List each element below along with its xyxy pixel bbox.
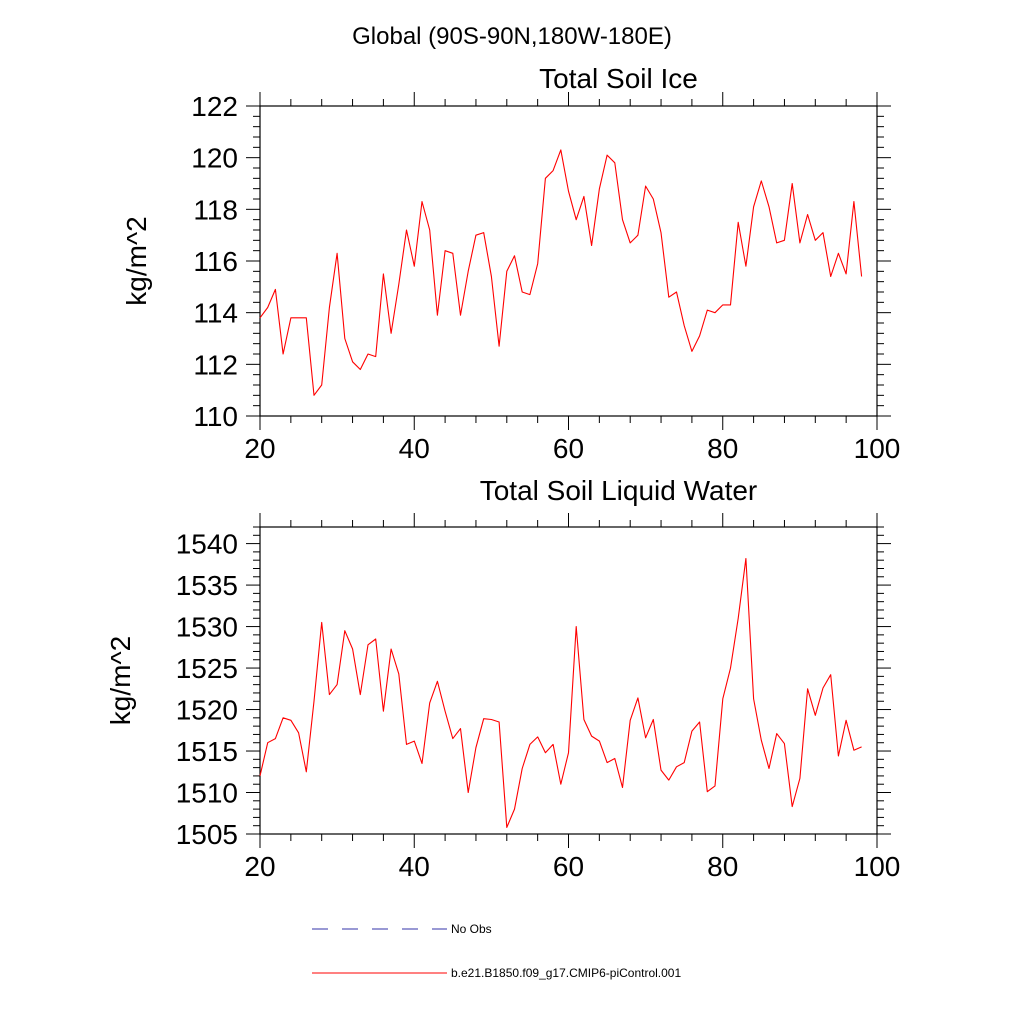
x-tick-label: 60: [553, 851, 584, 882]
plot-frame: [259, 526, 878, 835]
x-tick-label: 60: [553, 433, 584, 464]
y-tick-label: 110: [193, 401, 238, 432]
chart-title: Total Soil Ice: [539, 63, 698, 94]
y-tick-label: 1510: [176, 778, 238, 809]
y-tick-label: 116: [193, 246, 238, 277]
x-tick-label: 40: [399, 433, 430, 464]
legend: No Obs b.e21.B1850.f09_g17.CMIP6-piContro…: [312, 922, 681, 980]
y-tick-label: 1515: [176, 736, 238, 767]
legend-label-1: No Obs: [451, 922, 492, 936]
plot-frame: [259, 105, 878, 417]
x-tick-label: 100: [854, 851, 901, 882]
y-tick-label: 1520: [176, 695, 238, 726]
plots-group: Total Soil Ice kg/m^2 20 40 60 80 100 110 112 114…: [105, 63, 900, 882]
chart-title: Total Soil Liquid Water: [480, 475, 758, 506]
y-tick-label: 1525: [176, 653, 238, 684]
y-tick-label: 1505: [176, 819, 238, 850]
x-tick-label: 80: [707, 433, 738, 464]
y-axis-label: kg/m^2: [105, 636, 136, 725]
series-line-1: [259, 557, 862, 828]
y-tick-label: 1535: [176, 570, 238, 601]
y-tick-label: 112: [193, 349, 238, 380]
x-tick-label: 20: [244, 851, 275, 882]
legend-label-2: b.e21.B1850.f09_g17.CMIP6-piControl.001: [451, 966, 681, 980]
x-tick-label: 40: [399, 851, 430, 882]
y-tick-label: 118: [193, 194, 238, 225]
y-axis-label: kg/m^2: [121, 216, 152, 305]
chart-panel-2: Total Soil Liquid Water kg/m^2 20 40 60 80 100…: [105, 475, 900, 882]
x-tick-label: 100: [854, 433, 901, 464]
y-tick-label: 114: [193, 298, 238, 329]
chart-panel-1: Total Soil Ice kg/m^2 20 40 60 80 100 110 112 114…: [121, 63, 900, 464]
x-tick-label: 80: [707, 851, 738, 882]
series-line-1: [259, 149, 863, 396]
y-tick-label: 122: [191, 91, 238, 122]
y-tick-label: 1540: [176, 529, 238, 560]
y-tick-label: 1530: [176, 612, 238, 643]
y-tick-label: 120: [191, 143, 238, 174]
figure-title: Global (90S-90N,180W-180E): [352, 23, 672, 50]
x-tick-label: 20: [244, 433, 275, 464]
